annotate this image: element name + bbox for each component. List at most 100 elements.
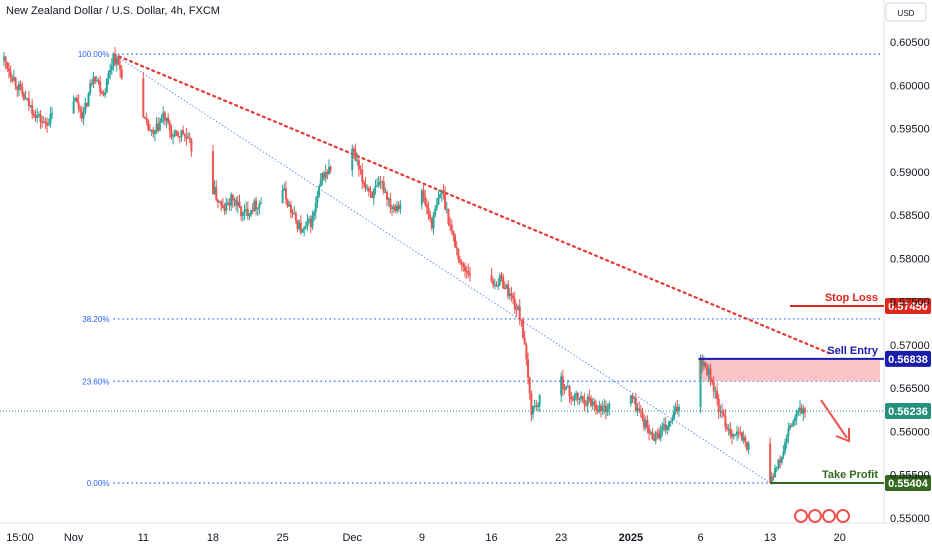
fib-label: 100.00% bbox=[78, 50, 110, 59]
candle-body bbox=[593, 401, 596, 405]
candle-body bbox=[187, 137, 190, 139]
candle-body bbox=[459, 259, 462, 263]
candle-body bbox=[9, 71, 12, 78]
candle-body bbox=[27, 98, 30, 107]
candle-body bbox=[649, 432, 652, 434]
trend-lines bbox=[112, 53, 832, 484]
candle-body bbox=[716, 390, 719, 400]
candle-body bbox=[21, 86, 24, 94]
candle-body bbox=[606, 408, 609, 412]
price-tick-label: 0.60000 bbox=[890, 80, 930, 92]
candle-body bbox=[382, 181, 385, 193]
candle-body bbox=[293, 213, 296, 215]
candle-body bbox=[802, 408, 805, 414]
candle-body bbox=[220, 201, 223, 206]
candle-body bbox=[704, 362, 707, 368]
candle-body bbox=[168, 122, 171, 131]
candle-body bbox=[422, 190, 425, 197]
candle-body bbox=[671, 419, 674, 422]
candle-body bbox=[460, 262, 463, 265]
candle-body bbox=[120, 69, 123, 79]
candle-body bbox=[110, 65, 113, 71]
us-flag-icon[interactable] bbox=[836, 509, 850, 523]
candle-body bbox=[742, 437, 745, 441]
candle-body bbox=[595, 404, 598, 410]
candle-body bbox=[175, 130, 178, 133]
price-tick-label: 0.59500 bbox=[890, 124, 930, 136]
candle-body bbox=[238, 201, 241, 207]
candle-body bbox=[359, 169, 362, 171]
candle-body bbox=[16, 86, 19, 91]
candle-body bbox=[429, 214, 432, 219]
candle-body bbox=[454, 235, 457, 248]
us-flag-icon[interactable] bbox=[822, 509, 836, 523]
time-tick-label: 11 bbox=[138, 532, 149, 544]
candle-body bbox=[497, 284, 500, 287]
candle-body bbox=[442, 190, 445, 194]
candle-body bbox=[31, 105, 34, 115]
candle-body bbox=[354, 151, 357, 161]
candle-body bbox=[676, 406, 679, 411]
candle-body bbox=[323, 173, 326, 179]
candle-body bbox=[780, 456, 783, 463]
time-tick-label: 9 bbox=[419, 532, 425, 544]
candle-body bbox=[437, 197, 440, 205]
us-flag-icon[interactable] bbox=[794, 509, 808, 523]
price-tick-label: 0.55000 bbox=[890, 513, 930, 525]
candle-body bbox=[366, 188, 369, 190]
candle-body bbox=[571, 399, 574, 401]
candle-body bbox=[450, 224, 453, 231]
fib-label: 38.20% bbox=[82, 315, 109, 324]
candle-body bbox=[576, 392, 579, 400]
candle-body bbox=[309, 219, 312, 228]
candle-body bbox=[251, 210, 254, 212]
candle-body bbox=[109, 70, 112, 73]
candle-body bbox=[644, 419, 647, 428]
candle-body bbox=[636, 408, 639, 411]
candle-body bbox=[379, 181, 382, 183]
candle-body bbox=[464, 267, 467, 272]
candle-body bbox=[188, 137, 191, 140]
candle-body bbox=[157, 123, 160, 131]
candle-body bbox=[468, 274, 471, 276]
candle-body bbox=[672, 411, 675, 420]
price-tick-label: 0.57000 bbox=[890, 340, 930, 352]
candle-body bbox=[769, 443, 772, 483]
candle-body bbox=[316, 195, 319, 203]
level-label: Sell Entry bbox=[827, 345, 879, 357]
candle-body bbox=[677, 406, 680, 411]
candle-body bbox=[104, 92, 107, 96]
candle-body bbox=[105, 78, 108, 93]
time-tick-label: 15:00 bbox=[6, 532, 34, 544]
candle-body bbox=[288, 204, 291, 207]
time-tick-label: 6 bbox=[697, 532, 703, 544]
candle-body bbox=[803, 408, 806, 412]
candle-body bbox=[74, 98, 77, 101]
price-tick-label: 0.58500 bbox=[890, 210, 930, 222]
candle-body bbox=[102, 93, 105, 96]
candle-body bbox=[39, 114, 42, 123]
price-tick-label: 0.59000 bbox=[890, 167, 930, 179]
symbol-title: New Zealand Dollar / U.S. Dollar, 4h, FX… bbox=[6, 5, 220, 17]
candle-body bbox=[732, 434, 735, 437]
candle-body bbox=[702, 362, 705, 366]
time-tick-label: Nov bbox=[64, 532, 84, 544]
candle-body bbox=[586, 396, 589, 406]
candle-body bbox=[172, 135, 175, 137]
candle-body bbox=[143, 117, 146, 119]
candle-body bbox=[747, 443, 750, 450]
currency-button[interactable]: USD bbox=[885, 2, 927, 22]
candle-body bbox=[240, 206, 243, 217]
us-flag-icon[interactable] bbox=[808, 509, 822, 523]
event-flags[interactable] bbox=[794, 509, 850, 523]
candle-body bbox=[591, 401, 594, 406]
candle-body bbox=[634, 397, 637, 411]
candle-body bbox=[493, 284, 496, 286]
candle-body bbox=[568, 386, 571, 397]
candle-body bbox=[177, 132, 180, 137]
candle-body bbox=[298, 222, 301, 230]
candle-body bbox=[490, 275, 493, 281]
candle-body bbox=[226, 202, 229, 204]
